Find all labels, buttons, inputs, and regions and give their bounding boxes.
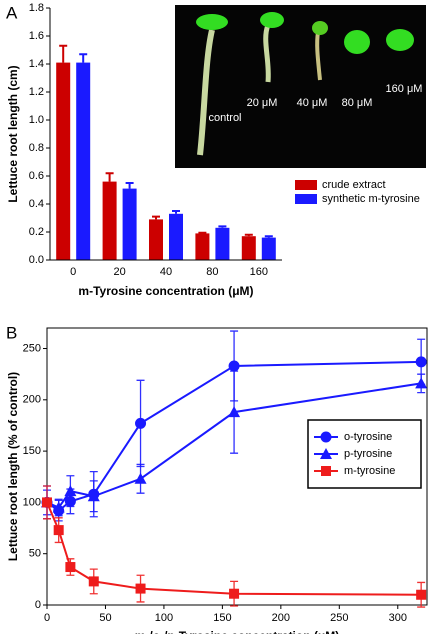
inset-label: 20 μM: [247, 97, 278, 109]
error-bar: [79, 53, 88, 63]
marker: [134, 472, 147, 484]
marker: [320, 448, 332, 459]
error-bar: [198, 231, 207, 234]
bar: [56, 62, 71, 260]
marker: [64, 485, 77, 497]
y-tick-label: 1.6: [29, 30, 44, 42]
x-tick-label: 200: [272, 612, 290, 624]
inset-label: 160 μM: [386, 83, 423, 95]
marker: [321, 466, 331, 476]
marker: [53, 525, 64, 536]
marker: [135, 417, 147, 429]
inset-photo: [175, 5, 426, 168]
legend-label: p-tyrosine: [344, 448, 392, 460]
x-tick-label: 250: [330, 612, 348, 624]
x-tick-label: 0: [70, 266, 76, 278]
y-tick-label: 1.4: [29, 58, 44, 70]
bar: [76, 62, 91, 260]
marker: [415, 377, 428, 389]
marker: [320, 431, 332, 443]
inset-label: 40 μM: [297, 97, 328, 109]
error-bar: [218, 225, 227, 228]
legend-label: o-tyrosine: [344, 431, 392, 443]
legend-swatch: [295, 194, 317, 204]
x-tick-label: 100: [155, 612, 173, 624]
error-bar: [172, 210, 180, 214]
marker: [228, 406, 241, 418]
legend-label: synthetic m-tyrosine: [322, 193, 420, 205]
y-tick-label: 100: [23, 496, 41, 508]
bar: [169, 213, 183, 260]
inset-label: 80 μM: [342, 97, 373, 109]
x-tick-label: 150: [213, 612, 231, 624]
y-tick-label: 200: [23, 394, 41, 406]
marker: [416, 589, 427, 600]
y-tick-label: 250: [23, 342, 41, 354]
y-tick-label: 0: [35, 599, 41, 611]
panel-label: A: [6, 3, 18, 22]
y-axis-label: Lettuce root length (cm): [6, 65, 20, 202]
legend-label: crude extract: [322, 179, 386, 191]
x-tick-label: 80: [206, 266, 218, 278]
legend-swatch: [295, 180, 317, 190]
y-axis-label: Lettuce root length (% of control): [6, 372, 20, 561]
y-tick-label: 1.0: [29, 114, 44, 126]
panel-label: B: [6, 323, 17, 342]
y-tick-label: 0.8: [29, 142, 44, 154]
error-bar: [264, 235, 273, 238]
bar: [122, 188, 137, 260]
marker: [52, 501, 65, 513]
bar: [241, 236, 256, 260]
marker: [229, 588, 240, 599]
x-tick-label: 20: [113, 266, 125, 278]
error-bar: [59, 44, 68, 63]
marker: [135, 583, 146, 594]
x-tick-label: 300: [389, 612, 407, 624]
bar: [102, 181, 117, 260]
y-tick-label: 50: [29, 548, 41, 560]
y-tick-label: 0.0: [29, 254, 44, 266]
error-bar: [244, 233, 253, 237]
error-bar: [152, 215, 160, 220]
bar: [261, 237, 276, 260]
marker: [65, 562, 76, 573]
marker: [415, 356, 427, 368]
marker: [42, 497, 52, 508]
error-bar: [125, 182, 134, 189]
x-axis-label: m-Tyrosine concentration (μM): [78, 284, 253, 298]
marker: [228, 360, 240, 372]
y-tick-label: 1.2: [29, 86, 44, 98]
marker: [88, 576, 99, 587]
x-tick-label: 0: [44, 612, 50, 624]
legend-label: m-tyrosine: [344, 465, 395, 477]
y-tick-label: 1.8: [29, 2, 44, 14]
x-tick-label: 50: [99, 612, 111, 624]
bar: [195, 233, 210, 260]
x-tick-label: 160: [250, 266, 268, 278]
y-tick-label: 0.6: [29, 170, 44, 182]
marker: [87, 490, 100, 502]
y-tick-label: 150: [23, 445, 41, 457]
bar: [149, 219, 163, 260]
x-axis-label: m-/o-/p-Tyrosine concentration (μM): [135, 629, 339, 634]
y-tick-label: 0.2: [29, 226, 44, 238]
bar: [215, 227, 230, 260]
y-tick-label: 0.4: [29, 198, 44, 210]
error-bar: [105, 172, 114, 182]
x-tick-label: 40: [160, 266, 172, 278]
inset-label: control: [208, 112, 241, 124]
